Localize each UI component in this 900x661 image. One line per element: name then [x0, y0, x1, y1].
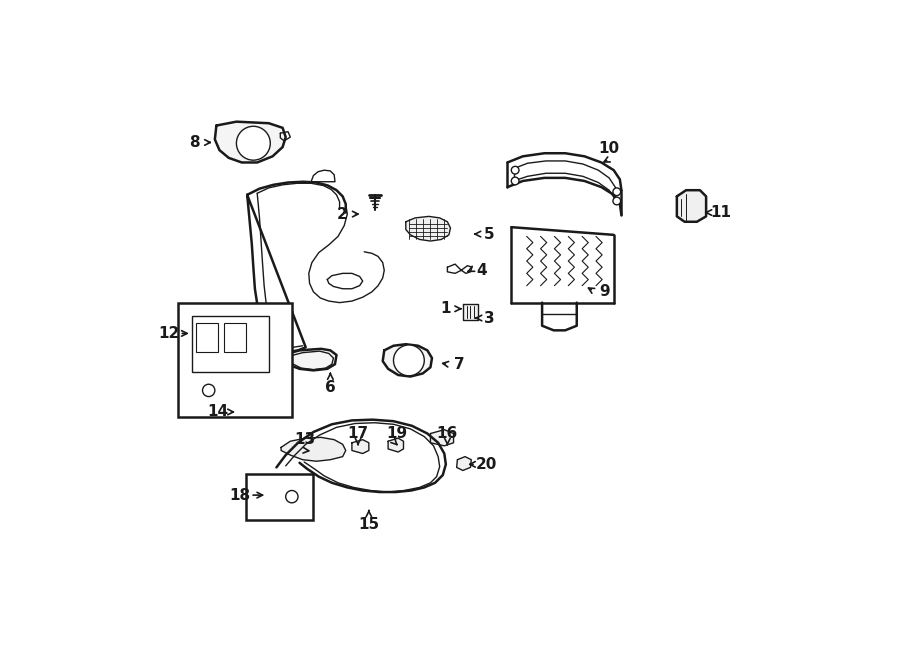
Polygon shape: [677, 190, 706, 222]
Circle shape: [613, 188, 621, 196]
Bar: [178, 303, 292, 416]
Text: 15: 15: [358, 517, 380, 532]
Polygon shape: [456, 457, 472, 471]
Polygon shape: [215, 122, 285, 163]
Text: 3: 3: [484, 311, 495, 325]
Text: 14: 14: [207, 405, 229, 420]
Polygon shape: [281, 438, 346, 461]
Text: 11: 11: [710, 205, 731, 220]
Circle shape: [237, 126, 270, 160]
Text: 16: 16: [436, 426, 458, 441]
Text: 6: 6: [325, 380, 336, 395]
Polygon shape: [388, 438, 403, 452]
Circle shape: [285, 490, 298, 503]
Text: 9: 9: [599, 284, 610, 299]
Text: 2: 2: [337, 207, 347, 221]
Bar: [246, 473, 313, 520]
Text: 19: 19: [386, 426, 407, 441]
Polygon shape: [463, 304, 478, 319]
Text: 8: 8: [190, 135, 200, 150]
Polygon shape: [406, 216, 451, 241]
Text: 17: 17: [347, 426, 369, 441]
Text: 13: 13: [294, 432, 316, 447]
Circle shape: [393, 345, 424, 375]
Circle shape: [511, 177, 519, 185]
Polygon shape: [283, 349, 337, 370]
Text: 18: 18: [229, 488, 250, 502]
Text: 7: 7: [454, 357, 464, 371]
Text: 12: 12: [158, 326, 179, 341]
Text: 5: 5: [483, 227, 494, 241]
Circle shape: [511, 167, 519, 174]
Bar: [196, 323, 218, 352]
Bar: [192, 317, 269, 372]
Circle shape: [613, 197, 621, 205]
Text: 10: 10: [598, 141, 620, 156]
Text: 4: 4: [476, 263, 487, 278]
Polygon shape: [382, 344, 432, 377]
Polygon shape: [430, 430, 454, 446]
Circle shape: [202, 384, 215, 397]
Text: 20: 20: [476, 457, 498, 472]
Text: 1: 1: [441, 301, 451, 316]
Bar: [224, 323, 246, 352]
Polygon shape: [239, 381, 269, 414]
Polygon shape: [352, 440, 369, 453]
